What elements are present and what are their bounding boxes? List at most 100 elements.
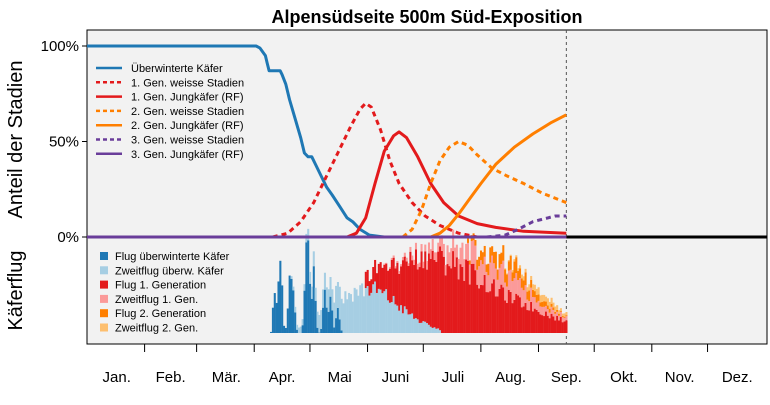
flight-bar xyxy=(556,311,559,316)
x-tick-label: Mär. xyxy=(212,369,241,386)
flight-bar xyxy=(539,302,542,307)
flight-bar xyxy=(474,270,477,333)
flight-bar xyxy=(424,244,427,252)
flight-bar xyxy=(411,260,414,314)
flight-bar xyxy=(387,300,390,333)
flight-bar xyxy=(543,306,546,317)
flight-bar xyxy=(558,313,561,316)
flight-bar xyxy=(387,270,390,301)
flight-bar xyxy=(485,292,488,333)
flight-bar xyxy=(558,310,561,314)
flight-bar xyxy=(535,302,538,310)
flight-bar xyxy=(420,244,423,252)
flight-bar xyxy=(290,276,293,279)
flight-bar xyxy=(546,315,549,333)
flight-bar xyxy=(543,301,546,307)
flight-bar xyxy=(457,279,460,333)
plot-area: Anteil der Stadien Käferflug 100% 50% 0% Jan.… xyxy=(5,29,768,386)
flight-bar xyxy=(283,325,286,333)
flight-bar xyxy=(453,247,457,267)
flight-bar xyxy=(526,287,529,292)
flight-bar xyxy=(561,313,564,317)
flight-bar xyxy=(427,253,431,325)
flight-bar xyxy=(431,327,434,333)
flight-bar xyxy=(294,306,297,313)
flight-bar xyxy=(476,259,479,270)
flight-bar xyxy=(299,326,302,333)
flight-bar xyxy=(442,243,445,257)
flight-bar xyxy=(431,239,434,251)
flight-bar xyxy=(481,285,484,333)
x-tick-label: Juni xyxy=(382,369,410,386)
flight-bar xyxy=(541,294,544,303)
flight-bar xyxy=(498,254,501,268)
legend-label: Flug 2. Generation xyxy=(115,308,206,320)
flight-bar xyxy=(535,288,538,295)
flight-bar xyxy=(466,260,470,333)
flight-bar xyxy=(444,265,447,276)
flight-bar xyxy=(385,262,388,264)
flight-bar xyxy=(331,310,334,333)
flight-bar xyxy=(305,242,308,333)
flight-bar xyxy=(390,259,393,303)
flight-bar xyxy=(500,252,503,265)
flight-bar xyxy=(409,251,412,315)
flight-bar xyxy=(424,251,427,322)
flight-bar xyxy=(558,315,561,321)
flight-bar xyxy=(476,284,479,333)
flight-bar xyxy=(401,313,405,333)
flight-bar xyxy=(561,322,564,333)
flight-bar xyxy=(416,269,419,320)
flight-bar xyxy=(351,301,354,333)
flight-bar xyxy=(528,310,531,333)
flight-bar xyxy=(388,268,391,303)
flight-bar xyxy=(550,303,553,307)
flight-bar xyxy=(481,252,484,265)
flight-bar xyxy=(561,316,564,318)
flight-bar xyxy=(435,261,438,329)
flight-bar xyxy=(509,255,512,270)
flight-bar xyxy=(559,316,562,333)
flight-bar xyxy=(307,228,310,241)
flight-bar xyxy=(368,295,371,333)
flight-bar xyxy=(556,305,559,310)
flight-bar xyxy=(550,297,553,304)
flight-bar xyxy=(515,257,518,274)
flight-bar xyxy=(303,284,306,291)
x-tick-label: Dez. xyxy=(722,369,753,386)
flight-bar xyxy=(483,245,486,257)
x-tick-label: Sep. xyxy=(551,369,582,386)
flight-bar xyxy=(271,307,274,333)
legend-swatch xyxy=(100,309,108,318)
flight-bar xyxy=(468,260,471,265)
flight-bar xyxy=(390,302,393,333)
flight-bar xyxy=(507,270,510,290)
legend-label: 1. Gen. Jungkäfer (RF) xyxy=(131,92,244,104)
flight-bar xyxy=(522,306,525,333)
flight-bar xyxy=(392,255,395,258)
flight-bar xyxy=(505,286,509,304)
flight-bar xyxy=(485,271,488,293)
flight-bar xyxy=(496,296,499,333)
flight-bar xyxy=(403,256,406,307)
flight-bar xyxy=(489,262,492,292)
flight-bar xyxy=(524,302,527,333)
flight-bar xyxy=(478,256,481,267)
flight-bar xyxy=(476,269,479,285)
flight-bar xyxy=(491,283,494,333)
flight-bar xyxy=(448,252,451,267)
flight-bar xyxy=(513,278,516,300)
flight-bar xyxy=(340,298,343,331)
flight-bar xyxy=(468,264,471,285)
flight-bar xyxy=(520,278,523,288)
x-tick-label: Nov. xyxy=(665,369,695,386)
flight-bar xyxy=(455,257,458,333)
flight-bar xyxy=(309,283,312,333)
chart-title: Alpensüdseite 500m Süd-Exposition xyxy=(271,7,582,27)
flight-bar xyxy=(535,309,538,333)
legend-swatch xyxy=(100,323,108,332)
flight-bar xyxy=(437,242,440,252)
flight-bar xyxy=(450,248,453,269)
flight-bar xyxy=(541,302,544,307)
flight-bar xyxy=(392,295,395,333)
